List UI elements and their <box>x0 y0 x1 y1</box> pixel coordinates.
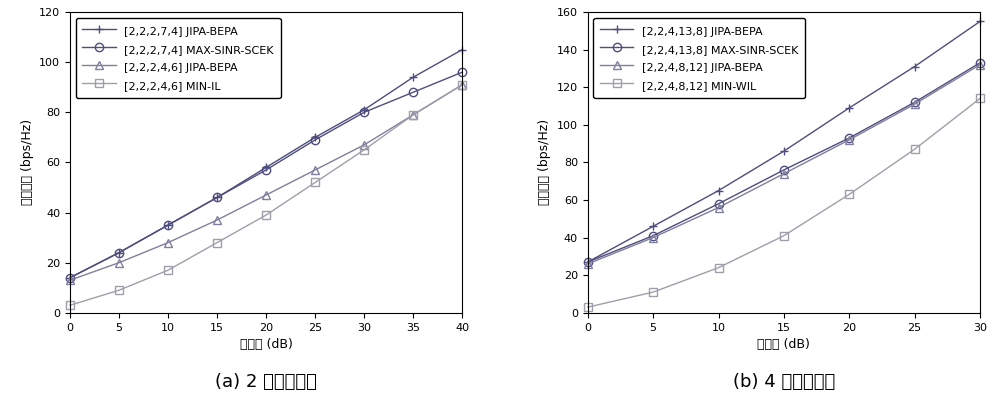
Line: [2,2,2,4,6] MIN-IL: [2,2,2,4,6] MIN-IL <box>66 81 466 310</box>
[2,2,4,13,8] JIPA-BEPA <box>778 149 790 154</box>
[2,2,4,8,12] JIPA-BEPA <box>974 62 986 67</box>
[2,2,2,7,4] MAX-SINR-SCEK <box>211 195 223 200</box>
[2,2,2,4,6] MIN-IL <box>162 268 174 273</box>
[2,2,2,4,6] JIPA-BEPA <box>358 142 370 147</box>
[2,2,4,13,8] JIPA-BEPA <box>909 64 921 69</box>
[2,2,4,8,12] MIN-WIL <box>647 290 659 294</box>
[2,2,4,13,8] MAX-SINR-SCEK <box>778 168 790 172</box>
[2,2,4,13,8] MAX-SINR-SCEK <box>909 100 921 105</box>
[2,2,2,4,6] MIN-IL <box>407 112 419 117</box>
[2,2,2,7,4] JIPA-BEPA <box>260 165 272 170</box>
[2,2,2,4,6] MIN-IL <box>456 82 468 87</box>
X-axis label: 信噪比 (dB): 信噪比 (dB) <box>757 338 810 351</box>
[2,2,4,8,12] JIPA-BEPA <box>713 205 725 210</box>
[2,2,2,4,6] JIPA-BEPA <box>64 278 76 283</box>
Legend: [2,2,2,7,4] JIPA-BEPA, [2,2,2,7,4] MAX-SINR-SCEK, [2,2,2,4,6] JIPA-BEPA, [2,2,2,: [2,2,2,7,4] JIPA-BEPA, [2,2,2,7,4] MAX-S… <box>76 18 281 99</box>
Text: (b) 4 个自由度时: (b) 4 个自由度时 <box>733 373 835 391</box>
[2,2,2,4,6] JIPA-BEPA <box>309 168 321 172</box>
[2,2,4,13,8] MAX-SINR-SCEK <box>974 61 986 65</box>
Text: (a) 2 个自由度时: (a) 2 个自由度时 <box>215 373 317 391</box>
[2,2,2,4,6] MIN-IL <box>309 180 321 185</box>
[2,2,2,7,4] MAX-SINR-SCEK <box>456 70 468 75</box>
[2,2,4,13,8] MAX-SINR-SCEK <box>713 201 725 206</box>
[2,2,4,8,12] JIPA-BEPA <box>582 261 594 266</box>
[2,2,2,4,6] MIN-IL <box>64 303 76 308</box>
[2,2,2,4,6] JIPA-BEPA <box>162 240 174 245</box>
Line: [2,2,4,8,12] JIPA-BEPA: [2,2,4,8,12] JIPA-BEPA <box>584 61 984 268</box>
[2,2,4,8,12] MIN-WIL <box>582 305 594 310</box>
[2,2,2,4,6] JIPA-BEPA <box>113 260 125 265</box>
[2,2,2,7,4] MAX-SINR-SCEK <box>162 223 174 227</box>
[2,2,2,7,4] JIPA-BEPA <box>407 75 419 79</box>
[2,2,4,8,12] JIPA-BEPA <box>909 102 921 107</box>
[2,2,2,4,6] JIPA-BEPA <box>260 192 272 197</box>
Line: [2,2,2,7,4] JIPA-BEPA: [2,2,2,7,4] JIPA-BEPA <box>66 45 466 282</box>
Line: [2,2,4,8,12] MIN-WIL: [2,2,4,8,12] MIN-WIL <box>584 94 984 311</box>
[2,2,4,8,12] JIPA-BEPA <box>843 138 855 142</box>
[2,2,2,7,4] JIPA-BEPA <box>113 250 125 255</box>
[2,2,2,7,4] JIPA-BEPA <box>358 107 370 112</box>
[2,2,4,8,12] JIPA-BEPA <box>647 235 659 240</box>
[2,2,4,13,8] MAX-SINR-SCEK <box>843 136 855 140</box>
[2,2,4,13,8] JIPA-BEPA <box>843 105 855 110</box>
[2,2,2,7,4] JIPA-BEPA <box>309 135 321 140</box>
[2,2,2,4,6] MIN-IL <box>358 148 370 152</box>
[2,2,2,4,6] MIN-IL <box>113 288 125 293</box>
Line: [2,2,2,7,4] MAX-SINR-SCEK: [2,2,2,7,4] MAX-SINR-SCEK <box>66 68 466 282</box>
[2,2,4,8,12] MIN-WIL <box>974 96 986 101</box>
[2,2,2,4,6] MIN-IL <box>211 240 223 245</box>
[2,2,2,7,4] MAX-SINR-SCEK <box>64 275 76 280</box>
Legend: [2,2,4,13,8] JIPA-BEPA, [2,2,4,13,8] MAX-SINR-SCEK, [2,2,4,8,12] JIPA-BEPA, [2,2: [2,2,4,13,8] JIPA-BEPA, [2,2,4,13,8] MAX… <box>593 18 805 99</box>
[2,2,4,8,12] MIN-WIL <box>909 147 921 152</box>
Y-axis label: 系统容量 (bps/Hz): 系统容量 (bps/Hz) <box>538 119 551 205</box>
[2,2,2,7,4] JIPA-BEPA <box>64 275 76 280</box>
[2,2,2,7,4] MAX-SINR-SCEK <box>407 90 419 95</box>
[2,2,2,7,4] JIPA-BEPA <box>162 223 174 227</box>
[2,2,4,8,12] MIN-WIL <box>778 233 790 238</box>
[2,2,2,7,4] MAX-SINR-SCEK <box>358 110 370 115</box>
[2,2,4,13,8] MAX-SINR-SCEK <box>582 259 594 264</box>
[2,2,2,7,4] JIPA-BEPA <box>211 195 223 200</box>
[2,2,2,4,6] MIN-IL <box>260 213 272 217</box>
[2,2,4,13,8] JIPA-BEPA <box>974 19 986 24</box>
[2,2,2,7,4] MAX-SINR-SCEK <box>260 168 272 172</box>
[2,2,4,13,8] JIPA-BEPA <box>647 224 659 229</box>
[2,2,2,4,6] JIPA-BEPA <box>211 218 223 223</box>
[2,2,2,4,6] JIPA-BEPA <box>456 82 468 87</box>
[2,2,4,8,12] MIN-WIL <box>713 265 725 270</box>
[2,2,2,4,6] JIPA-BEPA <box>407 112 419 117</box>
[2,2,2,7,4] JIPA-BEPA <box>456 47 468 52</box>
Y-axis label: 系统容量 (bps/Hz): 系统容量 (bps/Hz) <box>21 119 34 205</box>
Line: [2,2,2,4,6] JIPA-BEPA: [2,2,2,4,6] JIPA-BEPA <box>66 81 466 284</box>
[2,2,4,8,12] MIN-WIL <box>843 192 855 197</box>
[2,2,4,13,8] MAX-SINR-SCEK <box>647 233 659 238</box>
Line: [2,2,4,13,8] JIPA-BEPA: [2,2,4,13,8] JIPA-BEPA <box>584 17 984 266</box>
[2,2,2,7,4] MAX-SINR-SCEK <box>309 138 321 142</box>
[2,2,4,13,8] JIPA-BEPA <box>582 259 594 264</box>
[2,2,4,8,12] JIPA-BEPA <box>778 171 790 176</box>
[2,2,4,13,8] JIPA-BEPA <box>713 188 725 193</box>
X-axis label: 信噪比 (dB): 信噪比 (dB) <box>240 338 293 351</box>
Line: [2,2,4,13,8] MAX-SINR-SCEK: [2,2,4,13,8] MAX-SINR-SCEK <box>584 59 984 266</box>
[2,2,2,7,4] MAX-SINR-SCEK <box>113 250 125 255</box>
